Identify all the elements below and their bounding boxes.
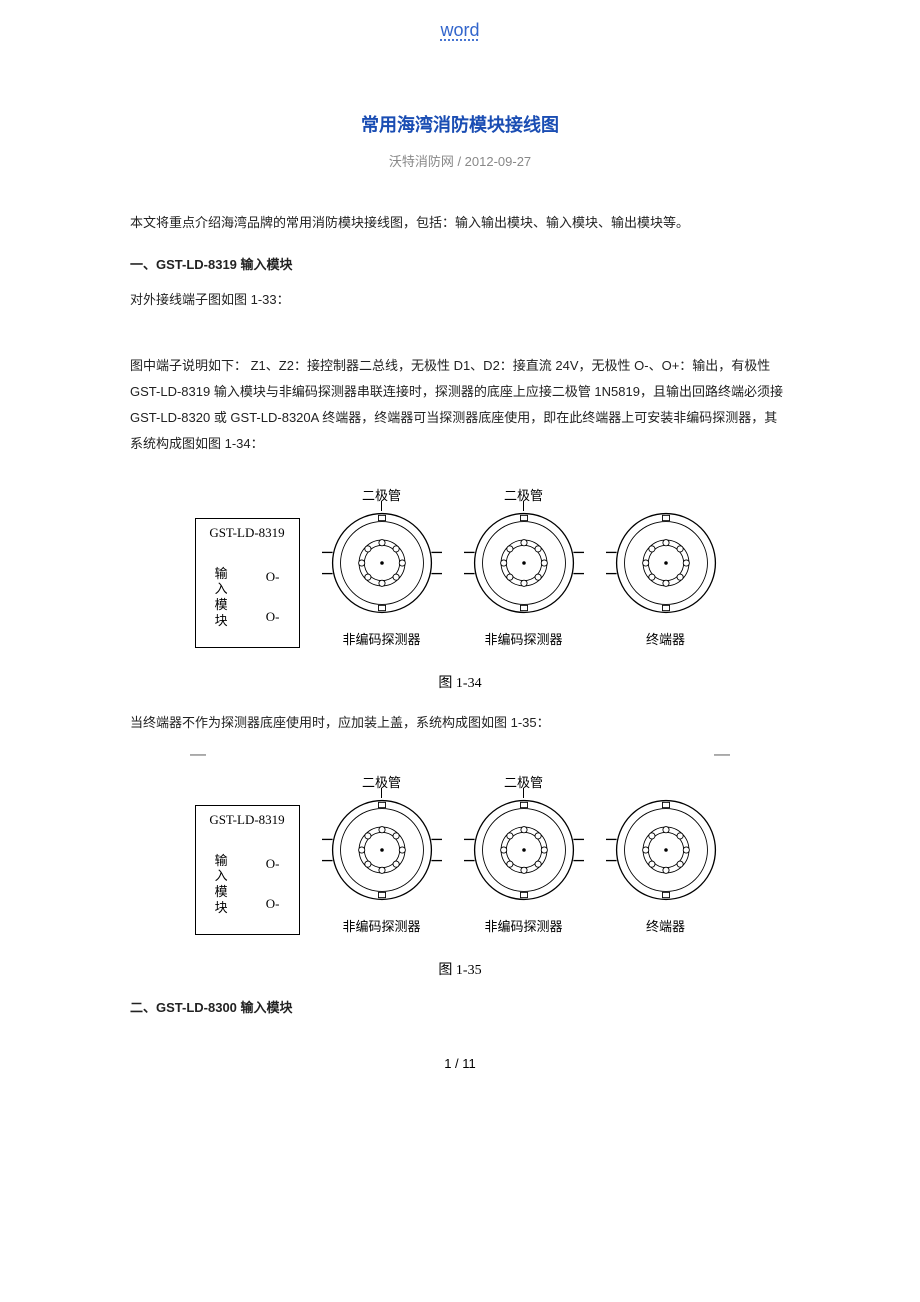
section-1-p2: 图中端子说明如下： Z1、Z2：接控制器二总线，无极性 D1、D2：接直流 24… bbox=[130, 353, 790, 457]
detector-1: 二极管 非编码探测器 bbox=[322, 485, 442, 648]
module-name: GST-LD-8319 bbox=[209, 812, 284, 828]
document-subtitle: 沃特消防网 / 2012-09-27 bbox=[130, 151, 790, 170]
terminator: 终端器 bbox=[606, 774, 726, 935]
detector-2: 二极管 非编码探测器 bbox=[464, 485, 584, 648]
diode-label: 二极管 bbox=[504, 772, 543, 788]
page-number: 1 / 11 bbox=[130, 1056, 790, 1071]
intro-paragraph: 本文将重点介绍海湾品牌的常用消防模块接线图，包括：输入输出模块、输入模块、输出模… bbox=[130, 210, 790, 236]
module-box: GST-LD-8319 输入模块 O- O- bbox=[195, 518, 300, 648]
detector-label: 非编码探测器 bbox=[342, 916, 420, 935]
diode-label: 二极管 bbox=[362, 772, 401, 788]
detector-1: 二极管 非编码探测器 bbox=[322, 772, 442, 935]
detector-2: 二极管 非编码探测器 bbox=[464, 772, 584, 935]
figure-caption: 图 1-34 bbox=[130, 672, 790, 692]
module-name: GST-LD-8319 bbox=[209, 525, 284, 541]
diode-label: 二极管 bbox=[504, 485, 543, 501]
figure-caption: 图 1-35 bbox=[130, 959, 790, 979]
detector-label: 非编码探测器 bbox=[484, 629, 562, 648]
terminator: 终端器 bbox=[606, 487, 726, 648]
section-2-heading: 二、GST-LD-8300 输入模块 bbox=[130, 997, 790, 1016]
rule-marks: —— bbox=[190, 746, 730, 764]
header-word-label: word bbox=[130, 20, 790, 41]
section-1-p3: 当终端器不作为探测器底座使用时，应加装上盖，系统构成图如图 1-35： bbox=[130, 710, 790, 736]
figure-1-34: GST-LD-8319 输入模块 O- O- 二极管 bbox=[130, 485, 790, 692]
module-vertical-label: 输入模块 bbox=[215, 566, 228, 628]
terminator-label: 终端器 bbox=[646, 629, 685, 648]
module-vertical-label: 输入模块 bbox=[215, 853, 228, 915]
document-page: word 常用海湾消防模块接线图 沃特消防网 / 2012-09-27 本文将重… bbox=[0, 0, 920, 1111]
module-box: GST-LD-8319 输入模块 O- O- bbox=[195, 805, 300, 935]
section-1-p1: 对外接线端子图如图 1-33： bbox=[130, 287, 790, 313]
diode-label: 二极管 bbox=[362, 485, 401, 501]
module-terminals: O- O- bbox=[266, 844, 280, 924]
module-terminals: O- O- bbox=[266, 557, 280, 637]
detector-label: 非编码探测器 bbox=[342, 629, 420, 648]
terminator-label: 终端器 bbox=[646, 916, 685, 935]
document-title: 常用海湾消防模块接线图 bbox=[130, 111, 790, 137]
figure-1-35: GST-LD-8319 输入模块 O- O- 二极管 非编码探测器 bbox=[130, 772, 790, 979]
section-1-heading: 一、GST-LD-8319 输入模块 bbox=[130, 254, 790, 273]
detector-label: 非编码探测器 bbox=[484, 916, 562, 935]
